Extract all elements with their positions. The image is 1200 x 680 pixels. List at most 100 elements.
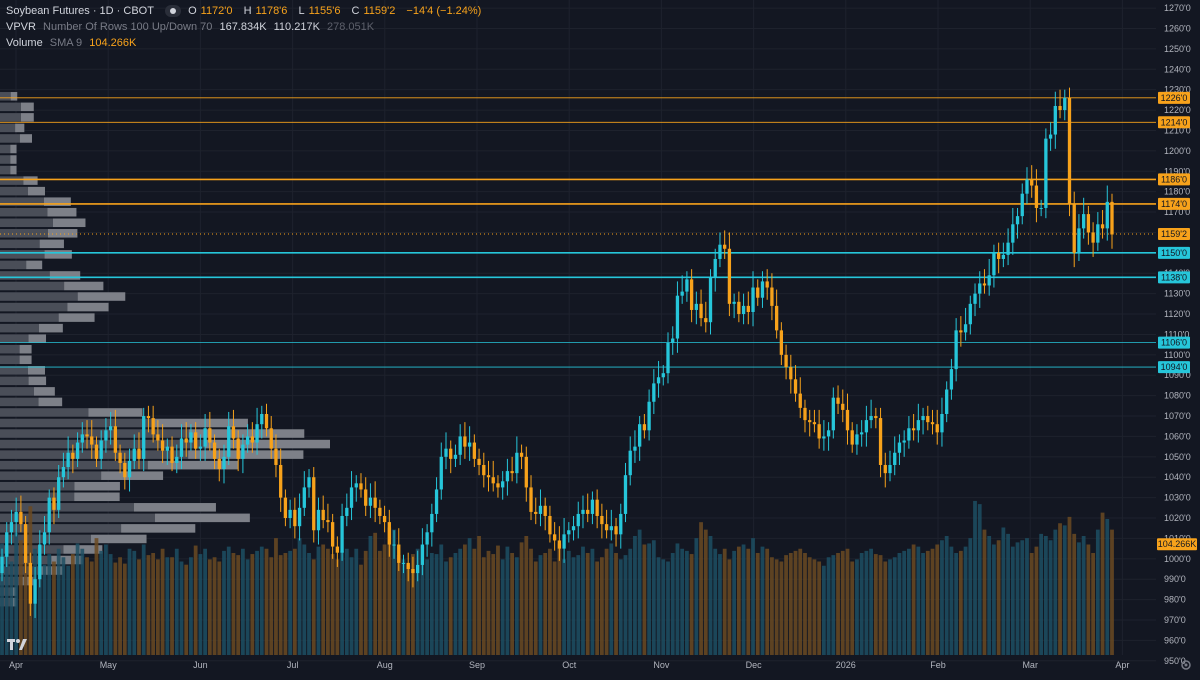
volume-bar [533,561,538,655]
vpvr-bar-up [0,313,59,322]
volume-bar [429,553,434,655]
volume-bar [193,545,198,655]
volume-bar [623,555,628,655]
volume-bar [387,527,392,655]
candle-body [600,515,604,525]
candle-body [279,464,283,498]
volume-bar [99,550,104,655]
open-value: 1172'0 [200,5,233,17]
volume-bar [538,555,543,655]
volume-bar [70,554,75,655]
volume-bar [75,543,80,655]
price-axis-tick-label: 1000'0 [1164,554,1191,564]
vpvr-bar-up [0,197,44,206]
candle-body [548,515,552,535]
vpvr-bar-up [0,134,20,143]
candle-body [798,393,802,408]
volume-bar [949,546,954,655]
vpvr-bar-down [204,439,330,449]
volume-bar [330,554,335,655]
settings-gear-icon[interactable] [1180,659,1192,671]
vpvr-bar-down [188,450,304,459]
candle-body [1025,179,1029,194]
candle-body [519,452,524,457]
candle-body [179,438,184,457]
candle-body [373,497,377,508]
volume-bar [146,555,151,655]
candle-body [1100,224,1105,229]
vpvr-bar-up [0,239,40,249]
volume-bar [155,559,160,655]
candle-body [893,452,897,465]
volume-bar [80,548,85,655]
volume-bar [184,564,189,655]
candle-body [217,458,221,470]
candle-body [860,432,864,435]
volume-bar [746,548,751,655]
volume-bar [651,540,656,655]
candle-body [732,301,736,304]
candle-body [208,428,212,443]
volume-bar [935,544,940,655]
volume-bar [127,548,132,655]
candle-body [47,497,51,533]
price-axis-tick-label: 1050'0 [1164,452,1191,462]
volume-bar [1048,540,1053,655]
volume-bar [689,554,694,655]
time-axis-label: May [100,660,118,670]
volume-bar [425,559,429,655]
candle-body [496,483,500,488]
candle-body [61,467,66,478]
volume-bar [1110,529,1114,655]
candle-body [132,448,136,461]
vpvr-bar-up [0,271,50,280]
candle-body [42,532,47,545]
time-axis-label: Apr [1115,660,1129,670]
volume-bar [1077,542,1081,655]
candle-body [1067,97,1072,204]
volume-bar [987,536,992,655]
price-axis-tick-label: 1250'0 [1164,44,1191,54]
candle-body [713,258,717,278]
candle-body [567,530,571,535]
vpvr-label[interactable]: VPVR [6,21,36,33]
symbol-title[interactable]: Soybean Futures · 1D · CBOT [6,5,154,17]
candle-body [708,277,713,323]
volume-bar [770,557,774,655]
volume-bar [132,550,137,655]
vpvr-bar-down [51,555,83,565]
candle-body [307,477,311,488]
candle-body [921,416,925,421]
price-level-tag-label: 1186'0 [1161,174,1187,184]
price-axis-tick-label: 1170'0 [1164,207,1190,217]
vpvr-bar-down [10,165,17,175]
volume-sma-tag [1157,538,1197,551]
vpvr-bar-down [154,513,250,523]
volume-bar [755,553,760,655]
candle-body [340,515,344,553]
eye-icon[interactable] [165,5,182,18]
candle-body [515,452,519,474]
candle-body [666,342,670,374]
candle-body [685,279,689,292]
volume-bar [713,548,718,655]
vpvr-bar-up [0,460,148,470]
volume-bar [656,557,661,655]
candle-body [973,293,977,304]
volume-sma-tag-label: 104.266K [1158,539,1197,549]
volume-bar [122,563,127,655]
candle-body [38,544,42,580]
time-axis-label: Feb [930,660,946,670]
price-axis-tick-label: 950'0 [1164,656,1186,666]
volume-bar [897,553,902,655]
candle-body [968,303,972,325]
volume-bar [326,548,330,655]
volume-bar [212,557,217,655]
vpvr-bar-up [0,207,48,217]
volume-params: SMA 9 [49,37,83,49]
volume-label[interactable]: Volume [6,37,43,49]
candle-body [770,287,774,306]
candle-body [231,426,236,439]
